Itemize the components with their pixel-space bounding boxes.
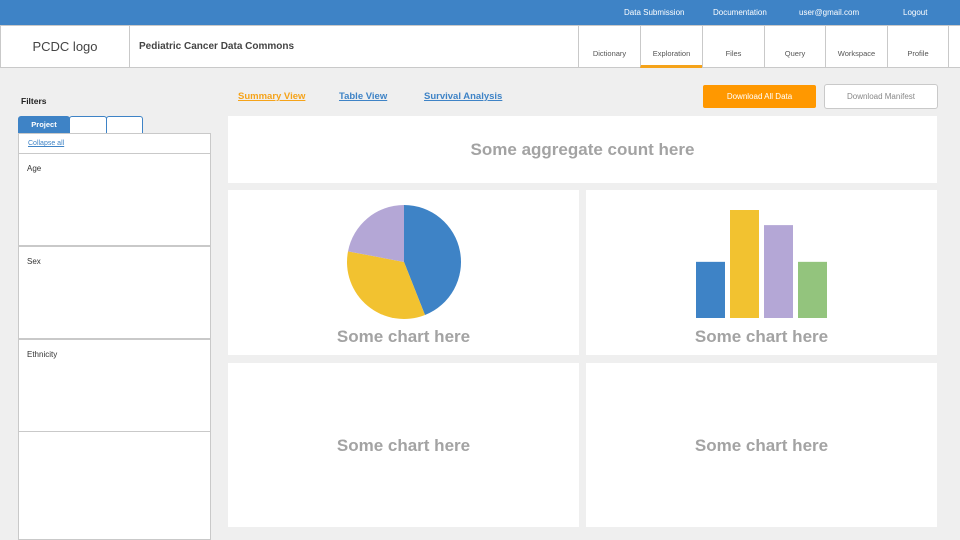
chart-placeholder-label: Some chart here <box>336 436 471 455</box>
pie-slice-3 <box>348 205 404 262</box>
bar-4 <box>798 261 827 318</box>
filter-section-age[interactable]: Age <box>19 153 210 246</box>
filter-section-ethnicity[interactable]: Ethnicity <box>19 339 210 432</box>
user-email-link[interactable]: user@gmail.com <box>799 8 860 17</box>
pie-chart-card: Some chart here <box>228 190 579 355</box>
filters-title: Filters <box>21 96 47 106</box>
bar-chart-label: Some chart here <box>694 327 829 346</box>
bar-chart-card: Some chart here <box>586 190 937 355</box>
pie-slice-2 <box>347 251 425 319</box>
data-submission-link[interactable]: Data Submission <box>624 8 685 17</box>
collapse-all-link[interactable]: Collapse all <box>28 140 65 147</box>
pie-chart <box>347 205 461 319</box>
bar-chart <box>696 210 827 318</box>
tab-exploration[interactable]: Exploration <box>640 26 702 68</box>
top-nav-bar: Data Submission Documentation user@gmail… <box>0 0 960 25</box>
filter-section-label: Age <box>27 164 42 173</box>
filter-section-sex[interactable]: Sex <box>19 246 210 339</box>
app-title: Pediatric Cancer Data Commons <box>139 41 295 52</box>
filter-tab-project[interactable]: Project <box>18 116 70 133</box>
summary-view-link[interactable]: Summary View <box>238 91 306 102</box>
tab-dictionary[interactable]: Dictionary <box>578 26 640 68</box>
aggregate-count-label: Some aggregate count here <box>470 140 695 159</box>
filter-tab-2[interactable] <box>69 116 107 133</box>
filter-panel: Collapse all Age Sex Ethnicity <box>18 133 211 540</box>
filter-tab-3[interactable] <box>106 116 143 133</box>
tab-workspace[interactable]: Workspace <box>825 26 887 68</box>
tab-files[interactable]: Files <box>702 26 764 68</box>
app-header: PCDC logo Pediatric Cancer Data Commons … <box>0 25 960 68</box>
survival-analysis-link[interactable]: Survival Analysis <box>424 91 503 102</box>
filter-section-label: Sex <box>27 257 41 266</box>
table-view-link[interactable]: Table View <box>339 91 388 102</box>
aggregate-count-card: Some aggregate count here <box>228 116 937 183</box>
tab-profile[interactable]: Profile <box>887 26 949 68</box>
tab-query[interactable]: Query <box>764 26 825 68</box>
download-all-data-button[interactable]: Download All Data <box>703 85 816 108</box>
chart-card-bottom-left: Some chart here <box>228 363 579 527</box>
filter-section-label: Ethnicity <box>27 350 58 359</box>
chart-card-bottom-right: Some chart here <box>586 363 937 527</box>
pie-chart-label: Some chart here <box>336 327 471 346</box>
pie-slice-1 <box>404 205 461 315</box>
download-manifest-button[interactable]: Download Manifest <box>824 84 938 109</box>
documentation-link[interactable]: Documentation <box>713 8 767 17</box>
chart-placeholder-label: Some chart here <box>694 436 829 455</box>
bar-3 <box>764 225 793 318</box>
pcdc-logo[interactable]: PCDC logo <box>0 26 130 68</box>
bar-1 <box>696 261 725 318</box>
logout-link[interactable]: Logout <box>903 8 928 17</box>
bar-2 <box>730 210 759 318</box>
